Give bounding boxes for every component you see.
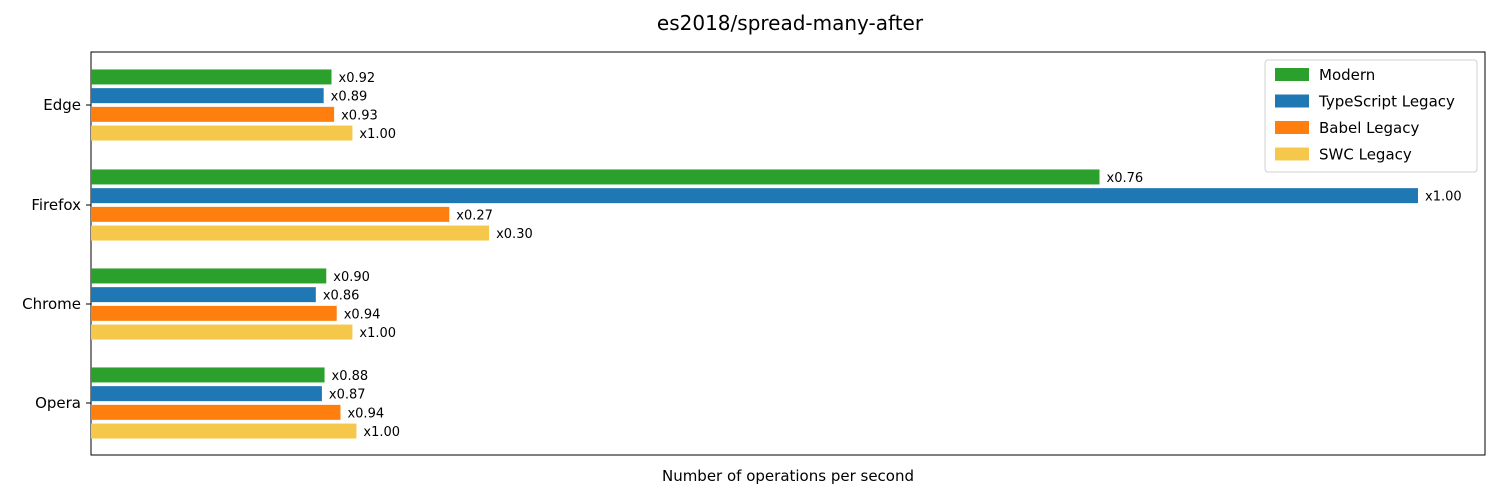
data-label: x0.89: [331, 90, 368, 105]
bar-opera-3: [91, 423, 357, 439]
data-label: x0.93: [341, 108, 378, 123]
legend-label: SWC Legacy: [1319, 146, 1412, 164]
legend-swatch: [1275, 147, 1309, 161]
data-label: x1.00: [359, 326, 396, 341]
legend-label: TypeScript Legacy: [1318, 93, 1455, 111]
bar-firefox-0: [91, 169, 1100, 185]
data-label: x0.87: [329, 388, 366, 403]
bar-chrome-0: [91, 268, 327, 284]
data-label: x0.76: [1107, 171, 1144, 186]
bar-firefox-3: [91, 225, 490, 241]
bar-edge-0: [91, 69, 332, 85]
chart-title: es2018/spread-many-after: [656, 11, 924, 35]
bar-edge-1: [91, 88, 324, 104]
bar-chrome-1: [91, 287, 316, 303]
bar-edge-3: [91, 125, 353, 141]
bar-chrome-2: [91, 305, 337, 321]
legend-label: Babel Legacy: [1319, 119, 1419, 137]
y-tick-label: Chrome: [22, 295, 81, 313]
bar-opera-2: [91, 404, 341, 420]
bar-firefox-2: [91, 206, 450, 222]
legend-swatch: [1275, 94, 1309, 108]
data-label: x0.94: [347, 406, 384, 421]
y-tick-label: Opera: [35, 394, 81, 412]
y-tick-label: Firefox: [31, 196, 81, 214]
data-label: x0.92: [339, 71, 376, 86]
bar-opera-0: [91, 367, 325, 383]
legend-label: Modern: [1319, 66, 1375, 84]
x-axis-label: Number of operations per second: [662, 467, 914, 485]
legend-box: [1264, 59, 1478, 173]
data-label: x0.30: [496, 227, 533, 242]
bar-opera-1: [91, 386, 322, 402]
legend-swatch: [1275, 68, 1309, 81]
data-label: x0.88: [332, 369, 369, 384]
data-label: x0.27: [456, 208, 493, 223]
data-label: x1.00: [359, 127, 396, 142]
bar-edge-2: [91, 106, 335, 122]
data-label: x0.94: [344, 307, 381, 322]
legend-swatch: [1275, 121, 1309, 134]
bar-chrome-3: [91, 324, 353, 340]
plot-frame: [90, 51, 1486, 456]
data-label: x0.90: [333, 270, 370, 285]
y-tick-label: Edge: [43, 96, 81, 114]
data-label: x1.00: [363, 425, 400, 440]
bar-firefox-1: [91, 188, 1418, 204]
data-label: x1.00: [1425, 190, 1462, 205]
data-label: x0.86: [323, 289, 360, 304]
